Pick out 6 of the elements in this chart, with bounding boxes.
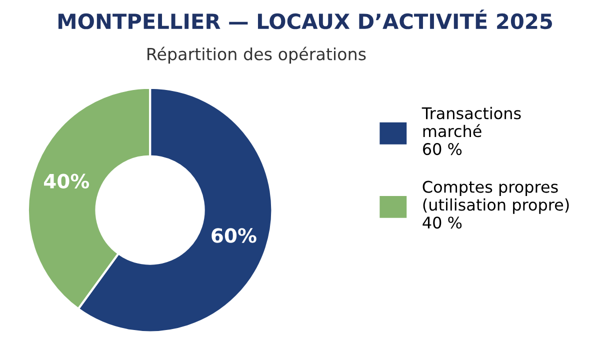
data-label: 40% [44,174,90,189]
legend-label: Comptes propres (utilisation propre) 40 % [422,180,569,229]
chart-title: MONTPELLIER — LOCAUX D’ACTIVITÉ 2025 [58,10,552,30]
chart-subtitle: Répartition des opérations [148,46,366,64]
data-label: 60% [212,228,256,243]
legend-label: Transactions marché 60 % [422,106,521,156]
